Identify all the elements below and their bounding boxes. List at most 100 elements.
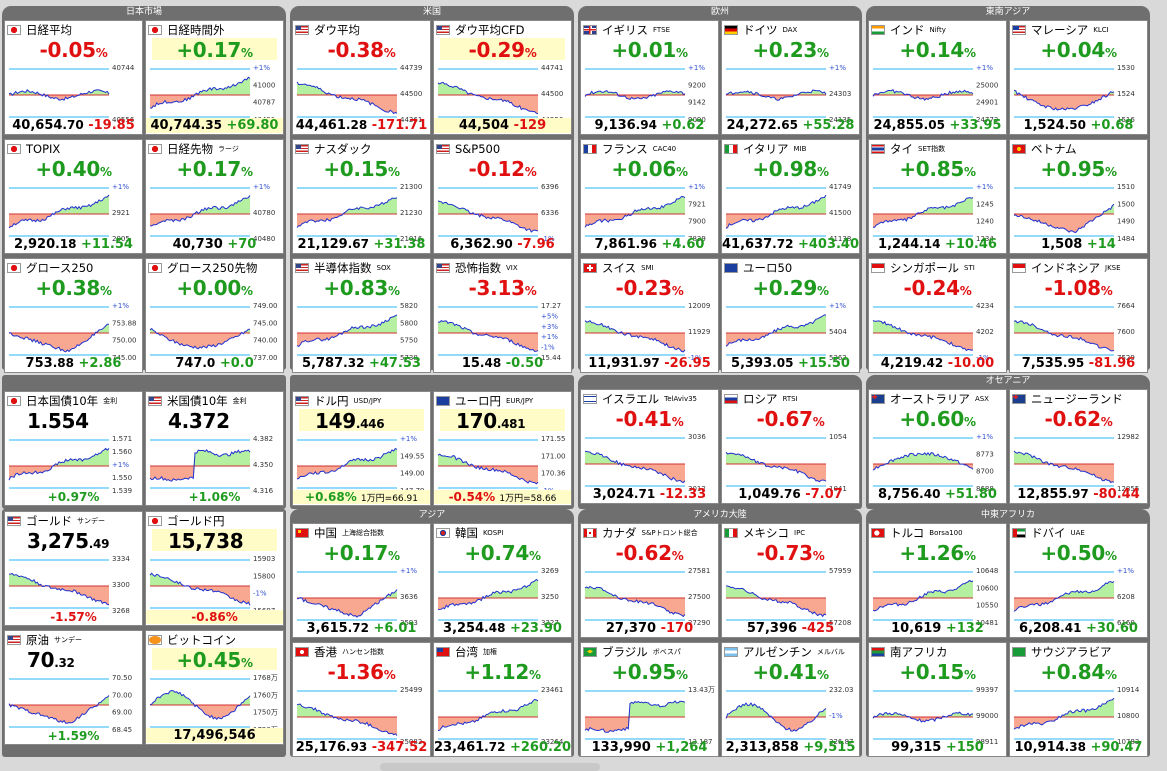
market-tile[interactable]: シンガポール STI -0.24% 4234 4202 -1% 4,219.42 -10.0… [868,258,1007,373]
market-tile[interactable]: カナダ S&Pトロント総合 -0.62% 27581 27500 27290 27,370 … [580,523,719,638]
area-up [150,690,250,705]
area-up [297,197,397,214]
axis-label: 226.87 [829,738,854,745]
market-tile[interactable]: ベトナム +0.95% 1510 1500 1490 1484 1,508 +14 [1009,139,1148,254]
market-tile[interactable]: ドバイ UAE +0.50% +1% 6208 6160 6,208.41 +30.60 [1009,523,1148,638]
area-down [1014,464,1114,483]
market-tile[interactable]: サウジアラビア +0.84% 10914 10800 10783 10,914.38 +9… [1009,642,1148,757]
change-percent: -0.62% [581,541,718,565]
market-tile[interactable]: ゴールド サンデー 3,275.49 3334 3300 3268 -1.57% [4,511,143,626]
market-tile[interactable]: オーストラリア ASX +0.60% +1% 8773 8700 8688 8,756.40 … [868,389,1007,504]
axis-label: 7921 [688,200,706,208]
market-tile[interactable]: ドイツ DAX +0.23% +1% 24303 24135 24,272.65 +55.2… [721,20,860,135]
market-tile[interactable]: ビットコイン+0.45%1768万1760万1750万1728万17,496,5… [145,630,284,745]
horizontal-scrollbar[interactable] [380,763,600,771]
market-tile[interactable]: タイ SET指数 +0.85% +1% 1245 1240 1234 1,244.14 +10… [868,139,1007,254]
market-tile[interactable]: 南アフリカ +0.15% 99397 99000 98911 99,315 +150 [868,642,1007,757]
big-value-unit: % [383,668,396,682]
price-main: 753 [25,356,53,371]
fr-flag-icon [583,143,597,154]
axis-label: 68.45 [112,726,132,733]
tile-name: ニュージーランド [1031,391,1123,406]
market-tile[interactable]: ユーロ50 +0.29% +1% 5404 5362 5,393.05 +15.50 [721,258,860,373]
price-change: +0.62 [661,118,705,133]
axis-label: 5362 [829,354,847,361]
big-value: +0.15 [323,157,388,181]
market-tile[interactable]: スイス SMI -0.23% 12009 11929 -1% 11,931.97 -26.9… [580,258,719,373]
market-tile[interactable]: イスラエル TelAviv35 -0.41% 3036 3012 3,024.71 -12… [580,389,719,504]
axis-label: 737.00 [253,354,278,361]
market-tile[interactable]: マレーシア KLCI +0.04% 1530 1524 1516 1,524.50 +0.6… [1009,20,1148,135]
market-tile[interactable]: インド Nifty +0.14% +1% 25000 24901 24773 24,855.0… [868,20,1007,135]
market-tile[interactable]: 香港 ハンセン指数 -1.36% 25499 25082 25,176.93 -347.5… [292,642,431,757]
ca-flag-icon [583,527,597,538]
price-decimal: .71 [633,487,656,501]
sparkline-chart: 7664 7600 7529 [1013,302,1135,361]
big-value-unit: % [963,165,976,179]
market-tile[interactable]: ナスダック +0.15% 21300 21230 21016 21,129.67 +31.… [292,139,431,254]
price-value: 24,855.05 +33.95 [869,118,1006,133]
sparkline-chart: +1% 2921 2905 [8,183,130,242]
market-tile[interactable]: イタリア MIB +0.98% 41749 41500 41138 41,637.72 +4… [721,139,860,254]
tile-name: ドイツ [743,22,778,37]
market-tile[interactable]: グロース250先物 +0.00% 749.00 745.00 740.00 737.00 7… [145,258,284,373]
big-value-unit: % [240,656,253,670]
market-tile[interactable]: 日経平均 -0.05% 40744 40556 40,654.70 -19.85 [4,20,143,135]
tile-subname: 加権 [483,647,497,656]
market-tile[interactable]: ドル円USD/JPY149.446+1%149.55149.00147.79+0… [292,391,431,506]
market-tile[interactable]: ニュージーランド -0.62% 12982 12855 12,855.97 -80.44 [1009,389,1148,504]
market-tile[interactable]: 恐怖指数 VIX -3.13% 17.27 +5% +3% +1% -1% 15.44 15.48… [433,258,572,373]
za-flag-icon [871,646,885,657]
market-tile[interactable]: 台湾 加権 +1.12% 23461 23264 23,461.72 +260.20 [433,642,572,757]
axis-label: +1% [976,64,993,72]
axis-label: 99000 [976,712,998,720]
price-decimal: .18 [55,237,77,251]
section-block: 日本国債10年 金利 1.554 1.571 1.560 +1% 1.550 1.539 +0.… [2,375,286,509]
market-tile[interactable]: ロシア RTSI -0.67% 1054 1041 1,049.76 -7.07 [721,389,860,504]
big-value: -3.13 [468,276,525,300]
market-tile[interactable]: メキシコ IPC -0.73% 57959 57208 57,396 -425 [721,523,860,638]
market-tile[interactable]: 日本国債10年 金利 1.554 1.571 1.560 +1% 1.550 1.539 +0.… [4,391,143,506]
market-tile[interactable]: 日経先物 ラージ +0.17% +1% 40780 40480 40,730 +70 [145,139,284,254]
market-tile[interactable]: TOPIX +0.40% +1% 2921 2905 2,920.18 +11.54 [4,139,143,254]
market-tile[interactable]: グロース250 +0.38% +1% 753.88 750.00 745.00 753.88… [4,258,143,373]
market-tile[interactable]: ダウ平均 -0.38% 44739 44500 44261 44,461.28 -171.… [292,20,431,135]
market-tile[interactable]: ユーロ円EUR/JPY170.481171.55171.00170.36-1%-… [433,391,572,506]
price-main: 2,920 [14,237,56,252]
market-tile[interactable]: 米国債10年 金利 4.372 4.382 4.350 4.316 +1.06% [145,391,284,506]
market-tile[interactable]: S&P500 -0.12% 6396 6336 -1% 6,362.90 -7.96 [433,139,572,254]
market-tile[interactable]: フランス CAC40 +0.06% +1% 7921 7900 7839 7,861.96 +… [580,139,719,254]
tile-title: タイ SET指数 [871,141,1006,156]
market-tile[interactable]: 中国 上海総合指数 +0.17% +1% 3636 3593 3,615.72 +6.01 [292,523,431,638]
market-tile[interactable]: 半導体指数 SOX +0.83% 5820 5800 5750 5738 5,787.32 +… [292,258,431,373]
axis-label: 69.00 [112,709,132,717]
axis-label: 171.55 [541,435,566,443]
market-tile[interactable]: トルコ Borsa100 +1.26% 10648 10600 10550 10481 10,… [868,523,1007,638]
big-value: 1.554 [27,409,89,433]
big-value-unit: % [1104,668,1117,682]
tile-subname: サンデー [77,516,105,525]
axis-label: 2921 [112,209,130,217]
big-value-unit: % [528,668,541,682]
tile-name: トルコ [890,525,925,540]
market-tile[interactable]: ダウ平均CFD-0.29%44741445004425644,504 -129 [433,20,572,135]
price-change: +0.0 [219,356,254,371]
price-value: 44,461.28 -171.71 [293,118,430,133]
axis-label: 41138 [829,235,851,242]
section-header [578,375,862,387]
price-line [8,695,110,724]
market-tile[interactable]: 原油 サンデー 70.32 70.50 70.00 69.00 68.45 +1.59% [4,630,143,745]
axis-label: 750.00 [112,337,137,345]
price-value: 41,637.72 +403.40 [722,237,859,252]
sparkline-chart: 3334 3300 3268 [8,555,130,614]
market-tile[interactable]: 韓国 KOSPI +0.74% 3269 3250 3227 3,254.48 +23.90 [433,523,572,638]
market-tile[interactable]: ブラジル ボベスパ +0.95% 13.43万 13.187 133,990 +1,264 [580,642,719,757]
axis-label: 40787 [253,99,275,107]
market-tile[interactable]: インドネシア JKSE -1.08% 7664 7600 7529 7,535.95 -81… [1009,258,1148,373]
market-tile[interactable]: 日経時間外+0.17%+1%41000407874049140,744.35 +… [145,20,284,135]
market-tile[interactable]: アルゼンチン メルバル +0.41% 232.03 -1% 226.87 2,313,858… [721,642,860,757]
big-value: -0.73 [756,541,813,565]
sparkline-chart: +1% 8773 8700 8688 [872,433,994,492]
market-tile[interactable]: イギリス FTSE +0.01% +1% 9200 9142 9090 9,136.94 +0… [580,20,719,135]
